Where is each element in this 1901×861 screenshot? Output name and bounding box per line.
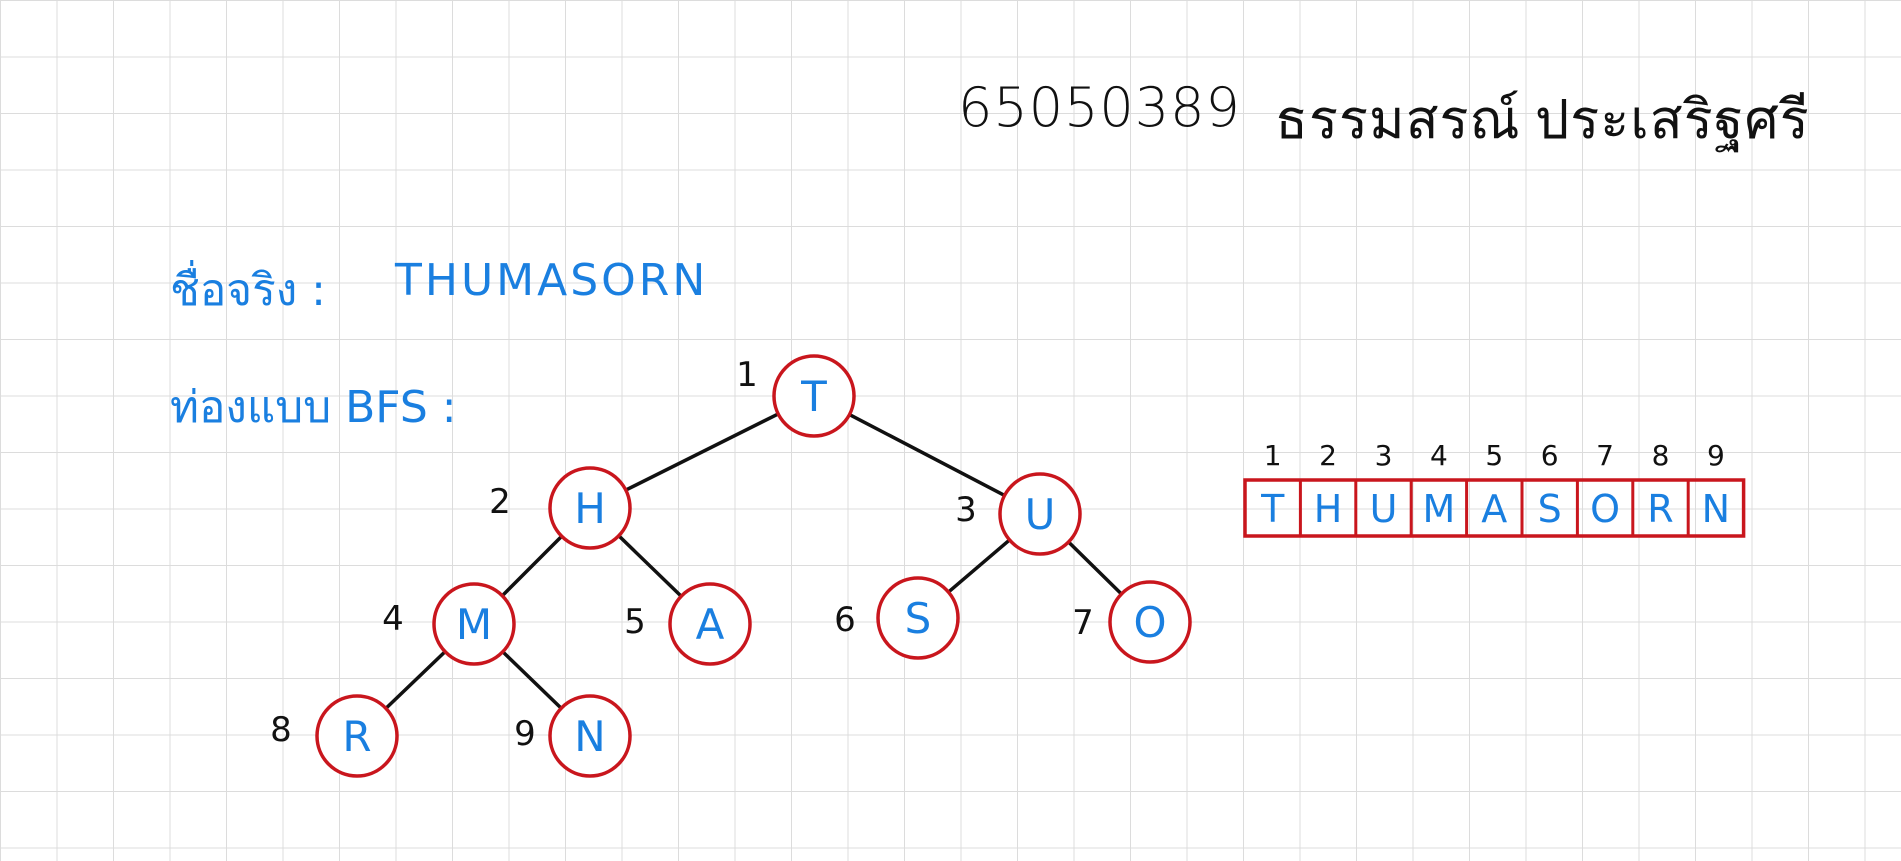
bfs-array-cell-letter: N xyxy=(1702,487,1730,531)
tree-node-index: 9 xyxy=(514,714,536,754)
tree-node-letter: U xyxy=(1025,490,1056,539)
tree-node-circle xyxy=(876,576,960,660)
bfs-array-cell-index: 4 xyxy=(1430,439,1448,472)
name-label: ชื่อจริง : xyxy=(170,265,326,316)
bfs-label: ท่องแบบ BFS : xyxy=(170,382,457,433)
tree-edge-3-6 xyxy=(946,538,1012,594)
tree-node-circle xyxy=(1108,580,1192,664)
bfs-array-cell-index: 3 xyxy=(1375,439,1393,472)
tree-node-index: 8 xyxy=(270,710,292,750)
bfs-array-cell-index: 1 xyxy=(1264,439,1282,472)
tree-node-m: M4 xyxy=(382,582,516,666)
tree-edge-1-3 xyxy=(847,412,1007,498)
tree-edge-2-5 xyxy=(617,534,683,598)
tree-node-o: O7 xyxy=(1072,580,1192,664)
student-id: 65050389 xyxy=(958,76,1241,139)
tree-node-circle xyxy=(432,582,516,666)
tree-edge-3-7 xyxy=(1066,540,1124,596)
tree-node-letter: T xyxy=(800,372,827,421)
tree-node-index: 5 xyxy=(624,602,646,642)
student-last-name: ประเสริฐศรี xyxy=(1535,88,1810,151)
bfs-array-cell-letter: A xyxy=(1481,487,1507,531)
tree-node-n: N9 xyxy=(514,694,632,778)
tree-node-index: 4 xyxy=(382,599,404,639)
student-first-name: ธรรมสรณ์ xyxy=(1275,88,1521,151)
bfs-array-cell-letter: U xyxy=(1370,487,1398,531)
tree-node-s: S6 xyxy=(834,576,960,660)
tree-node-circle xyxy=(548,466,632,550)
tree-node-index: 1 xyxy=(736,355,758,395)
name-value: THUMASORN xyxy=(395,255,709,306)
bfs-array-cell-index: 5 xyxy=(1485,439,1503,472)
tree-node-circle xyxy=(315,694,399,778)
tree-edges xyxy=(384,412,1124,711)
bfs-array-cell-letter: M xyxy=(1423,487,1456,531)
tree-node-letter: O xyxy=(1133,598,1166,647)
bfs-array-cell-letter: T xyxy=(1260,487,1285,531)
tree-node-letter: A xyxy=(696,600,725,649)
bfs-array-cell-index: 9 xyxy=(1707,439,1725,472)
tree-node-index: 3 xyxy=(955,490,977,530)
tree-node-index: 6 xyxy=(834,600,856,640)
bfs-array-cell-letter: H xyxy=(1314,487,1343,531)
tree-edge-2-4 xyxy=(500,534,564,598)
tree-node-index: 2 xyxy=(489,482,511,522)
bfs-array-cell-letter: R xyxy=(1647,487,1673,531)
tree-node-circle xyxy=(998,472,1082,556)
tree-node-letter: H xyxy=(574,484,606,533)
tree-node-letter: M xyxy=(456,600,492,649)
bfs-array: T 1H 2U 3M 4A 5 S 6O 7R 8N 9 xyxy=(1243,439,1746,538)
tree-edge-4-8 xyxy=(384,649,447,711)
tree-node-r: R8 xyxy=(270,694,399,778)
bfs-array-cell-letter: S xyxy=(1538,487,1562,531)
tree-edge-4-9 xyxy=(501,650,563,710)
bfs-array-cell-index: 2 xyxy=(1319,439,1337,472)
tree-node-letter: S xyxy=(905,594,932,643)
tree-node-t: T1 xyxy=(736,354,856,438)
tree-node-circle xyxy=(772,354,856,438)
tree-node-u: U3 xyxy=(955,472,1082,556)
tree-edge-1-2 xyxy=(624,412,780,492)
bfs-array-cell-index: 7 xyxy=(1596,439,1614,472)
tree-node-letter: N xyxy=(574,712,605,761)
tree-node-h: H2 xyxy=(489,466,632,550)
bfs-array-cell-index: 6 xyxy=(1541,439,1559,472)
tree-node-letter: R xyxy=(342,712,371,761)
tree-node-circle xyxy=(548,694,632,778)
tree-node-circle xyxy=(668,582,752,666)
bfs-array-border xyxy=(1243,478,1746,538)
tree-node-a: A5 xyxy=(624,582,752,666)
tree-node-index: 7 xyxy=(1072,603,1094,643)
bfs-array-cell-letter: O xyxy=(1590,487,1620,531)
bfs-array-cell-index: 8 xyxy=(1652,439,1670,472)
